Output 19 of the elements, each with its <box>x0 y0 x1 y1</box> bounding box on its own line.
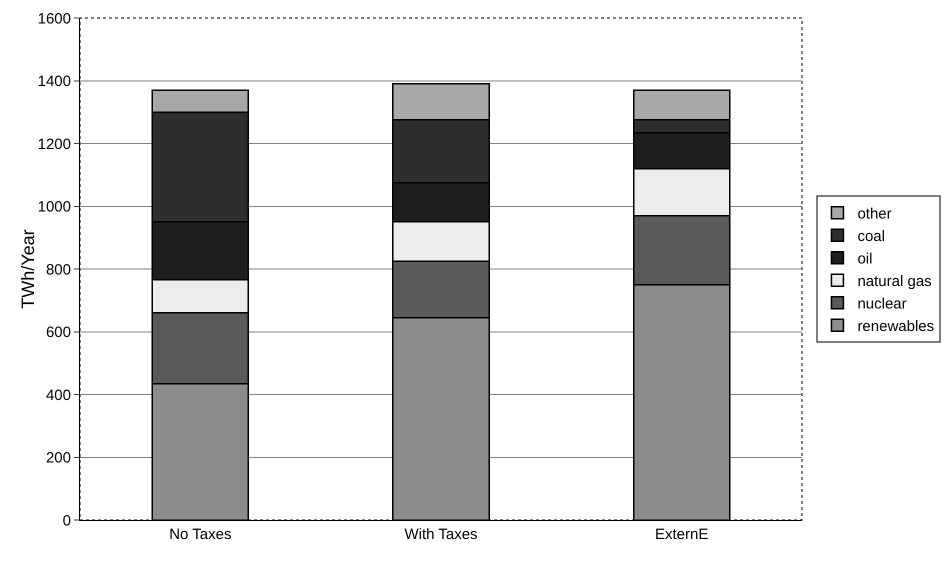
y-tick-label: 400 <box>46 386 71 404</box>
legend-label: coal <box>857 228 885 246</box>
y-tick-label: 600 <box>46 324 71 341</box>
y-tick-label: 1600 <box>38 10 71 28</box>
x-tick-label: With Taxes <box>404 526 478 543</box>
y-tick-label: 1000 <box>38 198 71 216</box>
x-tick-label: No Taxes <box>169 526 232 543</box>
legend-label: renewables <box>857 318 934 336</box>
y-tick-label: 1200 <box>38 136 71 153</box>
y-tick-label: 200 <box>46 450 71 466</box>
legend-label: other <box>857 206 892 223</box>
x-tick-label: ExternE <box>654 526 708 543</box>
y-axis-title: TWh/Year <box>18 229 38 309</box>
legend-label: natural gas <box>857 273 932 290</box>
legend-label: oil <box>857 250 872 268</box>
legend-label: nuclear <box>857 296 907 313</box>
y-tick-label: 1400 <box>38 73 71 90</box>
y-tick-label: 0 <box>62 512 71 530</box>
y-tick-label: 800 <box>46 261 71 278</box>
